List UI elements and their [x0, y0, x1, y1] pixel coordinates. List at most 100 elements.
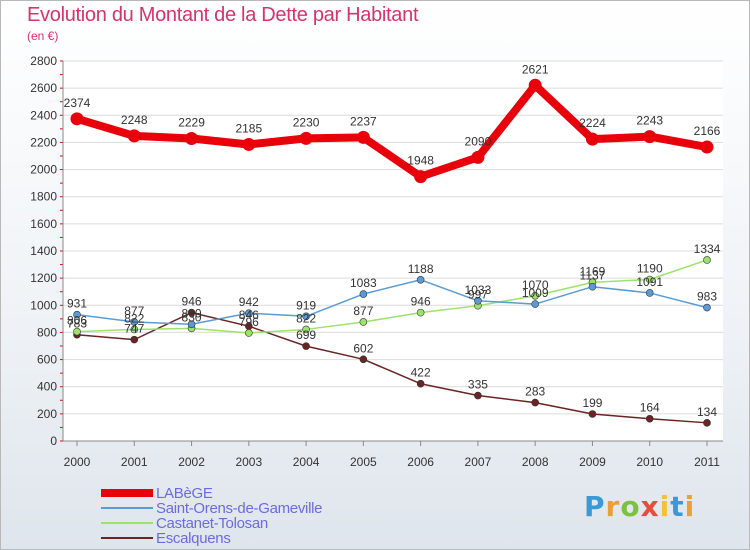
data-label: 2224 — [579, 116, 606, 130]
legend-label: Escalquens — [156, 530, 231, 547]
legend-item: Castanet-Tolosan — [101, 515, 401, 532]
x-tick-label: 2003 — [235, 455, 262, 469]
data-point — [356, 130, 370, 144]
y-tick-label: 0 — [50, 434, 57, 448]
data-label: 2230 — [293, 115, 320, 129]
data-label: 846 — [239, 308, 259, 322]
data-point — [245, 309, 253, 317]
data-label: 1190 — [637, 262, 663, 276]
y-tick-label: 2600 — [30, 81, 57, 95]
x-tick-label: 2002 — [178, 455, 205, 469]
y-tick-label: 2800 — [30, 54, 57, 68]
logo-letter: t — [670, 490, 685, 523]
x-tick-label: 2000 — [64, 455, 91, 469]
data-point — [703, 256, 711, 264]
data-label: 877 — [124, 304, 144, 318]
data-label: 919 — [296, 298, 316, 312]
data-label: 283 — [525, 385, 545, 399]
data-point — [302, 325, 310, 334]
data-label: 1070 — [522, 278, 549, 292]
series-line-3 — [76, 311, 708, 424]
data-label: 946 — [182, 295, 202, 309]
data-point — [127, 129, 141, 143]
data-point — [531, 291, 539, 300]
data-point — [187, 320, 196, 329]
data-point — [474, 297, 482, 305]
data-label: 946 — [411, 295, 431, 309]
data-label: 2621 — [522, 62, 549, 76]
data-point — [528, 78, 542, 92]
data-point — [187, 308, 196, 317]
data-label: 830 — [182, 310, 202, 324]
data-point — [130, 335, 139, 344]
data-point — [588, 282, 597, 291]
data-point — [70, 112, 84, 126]
logo-letter: r — [605, 490, 621, 523]
x-tick-label: 2009 — [579, 455, 606, 469]
legend-item: LABèGE — [101, 485, 401, 502]
data-label: 860 — [182, 306, 202, 320]
x-tick-label: 2008 — [522, 455, 549, 469]
data-point — [588, 410, 597, 418]
data-point — [700, 140, 714, 154]
x-tick-label: 2005 — [350, 455, 377, 469]
data-label: 796 — [239, 315, 259, 329]
y-tick-label: 2200 — [30, 135, 57, 149]
logo-letter: i — [659, 490, 671, 523]
data-label: 1169 — [580, 264, 606, 278]
y-tick-label: 800 — [37, 325, 57, 339]
x-tick-label: 2004 — [293, 455, 320, 469]
data-point — [359, 290, 368, 298]
data-label: 747 — [124, 322, 144, 336]
x-tick-label: 2007 — [465, 455, 492, 469]
legend-swatch — [101, 537, 153, 539]
data-point — [643, 130, 657, 144]
logo-letter: P — [584, 490, 606, 523]
data-point — [359, 355, 368, 364]
legend-swatch — [101, 489, 153, 497]
data-label: 1334 — [694, 242, 721, 256]
data-label: 877 — [353, 304, 373, 318]
data-label: 134 — [697, 405, 717, 419]
y-tick-label: 1200 — [30, 271, 57, 285]
y-tick-label: 1800 — [30, 190, 57, 204]
data-point — [414, 170, 428, 184]
data-label: 2374 — [64, 96, 91, 110]
data-label: 783 — [67, 317, 87, 331]
legend-label: LABèGE — [156, 485, 213, 502]
data-point — [245, 329, 253, 337]
data-label: 997 — [468, 288, 488, 302]
data-point — [130, 325, 139, 334]
data-label: 2248 — [121, 113, 148, 127]
data-label: 335 — [468, 378, 488, 392]
y-tick-label: 2000 — [30, 163, 57, 177]
legend-swatch — [101, 507, 153, 509]
y-tick-label: 2400 — [30, 108, 57, 122]
data-label: 1948 — [407, 154, 434, 168]
y-tick-label: 200 — [37, 407, 57, 421]
data-label: 806 — [67, 314, 87, 328]
data-label: 1188 — [408, 262, 434, 276]
y-tick-label: 1000 — [30, 298, 57, 312]
data-point — [585, 132, 599, 146]
x-tick-label: 2011 — [694, 455, 720, 469]
legend-swatch — [101, 522, 153, 524]
data-label: 699 — [296, 328, 316, 342]
data-point — [359, 318, 368, 326]
legend-item: Saint-Orens-de-Gameville — [101, 500, 401, 517]
chart-title: Evolution du Montant de la Dette par Hab… — [27, 4, 419, 26]
logo-letter: o — [620, 490, 641, 523]
data-label: 2237 — [350, 114, 377, 128]
data-label: 822 — [296, 311, 316, 325]
data-point — [474, 391, 482, 400]
data-label: 2090 — [465, 134, 492, 148]
x-tick-label: 2001 — [121, 455, 148, 469]
data-point — [416, 275, 425, 284]
data-point — [471, 150, 485, 164]
data-label: 931 — [67, 297, 87, 311]
data-label: 1137 — [580, 269, 606, 283]
legend-item: Escalquens — [101, 530, 401, 547]
data-point — [645, 275, 654, 284]
